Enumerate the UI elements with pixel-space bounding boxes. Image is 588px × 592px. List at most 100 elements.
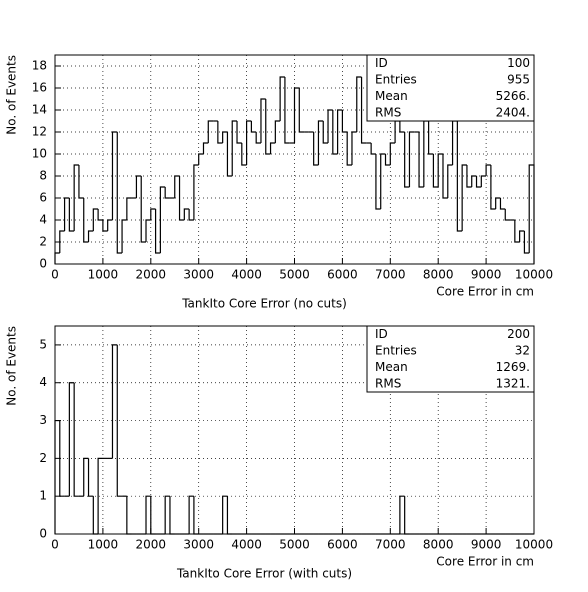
- histogram-bin: [514, 220, 520, 243]
- stats-box: [366, 54, 535, 122]
- x-tick-label: 6000: [327, 538, 358, 552]
- stats-value: 200: [507, 327, 530, 341]
- histogram-bin: [159, 186, 166, 253]
- histogram-bin: [59, 230, 65, 253]
- stats-label: Entries: [375, 343, 417, 357]
- histogram-bin: [490, 165, 496, 210]
- chart-title: TankIto Core Error (with cuts): [176, 567, 352, 581]
- histogram-bin: [164, 495, 170, 534]
- y-tick-label: 10: [32, 147, 47, 161]
- x-tick-label: 9000: [471, 538, 502, 552]
- histogram-bin: [140, 176, 147, 243]
- y-tick-label: 6: [39, 191, 47, 205]
- histogram-bin: [226, 496, 233, 535]
- y-tick-label: 5: [39, 337, 47, 351]
- x-tick-label: 8000: [423, 268, 454, 282]
- histogram-bin: [475, 176, 482, 188]
- histogram-bin: [351, 131, 357, 165]
- histogram-bin: [519, 230, 525, 242]
- stats-box: [366, 325, 535, 393]
- histogram-bin: [499, 198, 506, 210]
- histogram-bin: [408, 131, 415, 187]
- y-tick-label: 18: [32, 59, 47, 73]
- histogram-bin: [356, 76, 362, 132]
- y-tick-label: 2: [39, 451, 47, 465]
- x-tick-label: 7000: [375, 538, 406, 552]
- histogram-bin: [360, 77, 367, 144]
- histogram-bin: [284, 77, 290, 144]
- histogram-bin: [456, 121, 463, 232]
- histogram-bin: [92, 208, 99, 231]
- histogram-bin: [380, 153, 386, 209]
- histogram-bin: [384, 154, 391, 166]
- histogram-bin: [145, 219, 151, 242]
- histogram-bin: [83, 198, 89, 243]
- y-tick-label: 2: [39, 235, 47, 249]
- y-tick-label: 0: [39, 257, 47, 271]
- histogram-bin: [154, 209, 161, 254]
- histogram-bin: [188, 495, 194, 534]
- histogram-bin: [59, 420, 65, 497]
- histogram-bin: [145, 495, 151, 534]
- histogram-bin: [111, 344, 118, 459]
- histogram-bin: [87, 458, 94, 497]
- histogram-bin: [332, 110, 338, 155]
- x-tick-label: 3000: [183, 538, 214, 552]
- x-tick-label: 0: [51, 268, 59, 282]
- histogram-bin: [327, 109, 333, 143]
- histogram-bin: [202, 142, 209, 154]
- histogram-bin: [375, 154, 381, 210]
- histogram-bin: [255, 132, 261, 144]
- histogram-bin: [399, 495, 405, 534]
- histogram-bin: [241, 143, 247, 166]
- y-axis-label: No. of Events: [5, 55, 19, 135]
- histogram-bin: [102, 220, 108, 232]
- histogram-bin: [471, 175, 477, 187]
- stats-value: 1321.: [496, 376, 530, 390]
- histogram-bin: [370, 143, 376, 155]
- histogram-bin: [198, 153, 204, 165]
- histogram-bin: [461, 164, 467, 231]
- chart-title: TankIto Core Error (no cuts): [181, 297, 347, 311]
- histogram-bin: [178, 176, 185, 221]
- histogram-bin: [83, 457, 89, 497]
- histogram-bin: [298, 88, 305, 133]
- x-tick-label: 0: [51, 538, 59, 552]
- histogram-bin: [269, 142, 276, 154]
- histogram-bin: [73, 164, 79, 231]
- histogram-bin: [193, 164, 199, 220]
- histogram-bin: [404, 132, 410, 188]
- histogram-bin: [150, 208, 156, 220]
- histogram-bin: [116, 132, 123, 254]
- histogram-bin: [485, 164, 491, 176]
- y-tick-label: 8: [39, 169, 47, 183]
- histogram-bin: [437, 153, 443, 187]
- histogram-bin: [231, 120, 238, 176]
- histogram-bin: [250, 121, 257, 133]
- histogram-bin: [174, 175, 180, 198]
- histogram-bin: [442, 154, 448, 199]
- y-tick-label: 4: [39, 375, 47, 389]
- histogram-bin: [126, 496, 132, 535]
- histogram-bin: [451, 120, 458, 165]
- plot-frame: [54, 54, 535, 265]
- x-tick-label: 2000: [136, 268, 167, 282]
- histogram-bin: [389, 142, 396, 165]
- y-tick-label: 1: [39, 489, 47, 503]
- histogram-bin: [428, 121, 434, 155]
- histogram-bin: [73, 382, 79, 497]
- y-tick-label: 16: [32, 81, 47, 95]
- histogram-bin: [480, 175, 487, 187]
- histogram-bin: [126, 197, 132, 220]
- histogram-bin: [523, 231, 530, 254]
- x-tick-label: 4000: [231, 268, 262, 282]
- x-tick-label: 5000: [279, 538, 310, 552]
- stats-value: 2404.: [496, 105, 530, 119]
- stats-label: Entries: [375, 72, 417, 86]
- histogram-bin: [68, 382, 75, 497]
- histogram-bin: [111, 131, 118, 220]
- stats-value: 32: [515, 343, 530, 357]
- y-tick-label: 12: [32, 125, 47, 139]
- x-tick-label: 7000: [375, 268, 406, 282]
